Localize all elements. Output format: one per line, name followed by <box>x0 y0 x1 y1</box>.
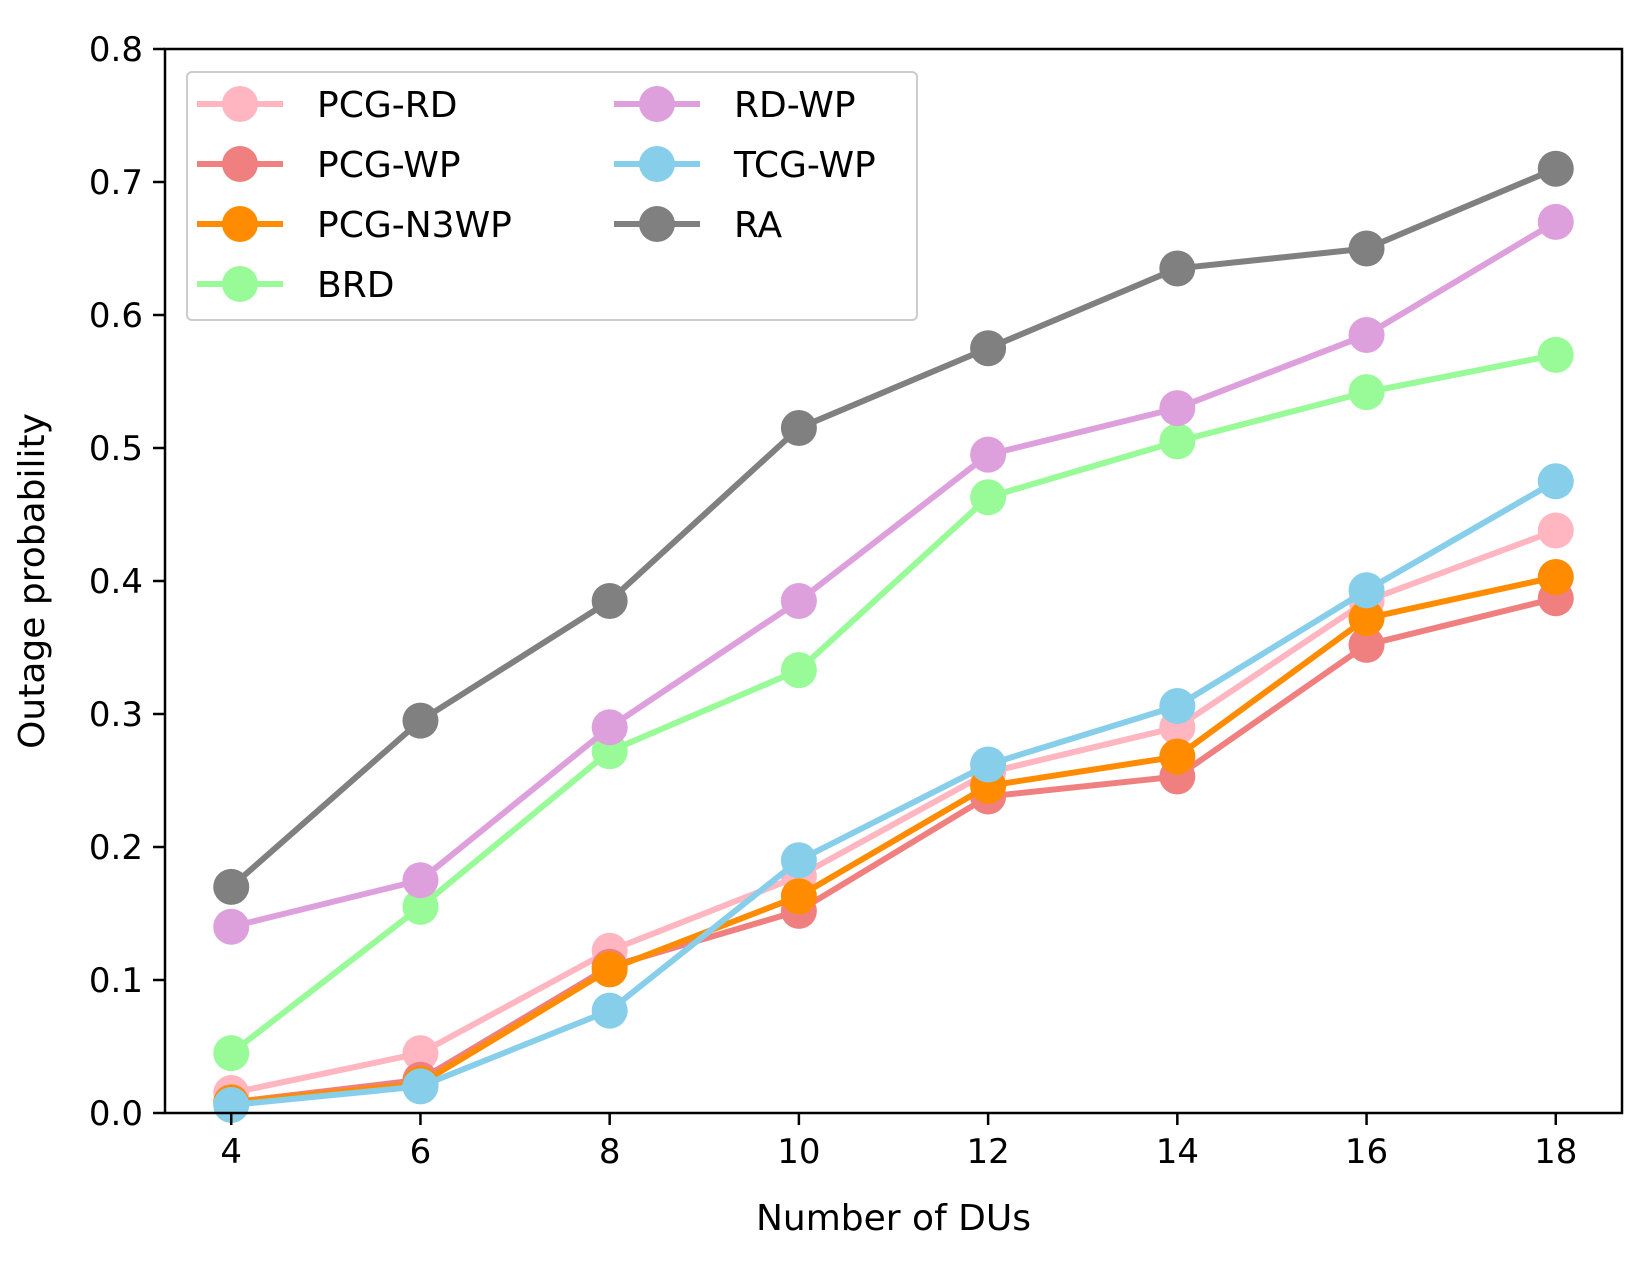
data-point-rd-wp <box>970 436 1007 473</box>
data-point-rd-wp <box>213 908 250 945</box>
x-tick-label: 6 <box>410 1132 432 1172</box>
legend-label: PCG-N3WP <box>317 205 512 246</box>
series-line-rd-wp <box>228 218 1559 930</box>
data-point-rd-wp <box>1159 390 1196 427</box>
legend-label: RD-WP <box>734 85 856 126</box>
data-point-ra <box>1537 150 1574 187</box>
legend-label: TCG-WP <box>733 145 876 186</box>
legend-box <box>186 71 918 321</box>
legend-item-ra: RA <box>614 205 783 246</box>
data-point-brd <box>213 1035 250 1072</box>
y-tick-label: 0.2 <box>89 828 143 868</box>
data-point-rd-wp <box>1537 203 1574 240</box>
data-point-rd-wp <box>1348 316 1385 353</box>
legend-marker <box>222 206 258 242</box>
series-line-pcg-n3wp <box>228 574 1559 1106</box>
data-point-tcg-wp <box>970 746 1007 783</box>
data-point-ra <box>1159 250 1196 287</box>
data-point-ra <box>591 582 628 619</box>
data-point-tcg-wp <box>591 992 628 1029</box>
data-point-pcg-n3wp <box>1348 600 1385 637</box>
data-point-pcg-n3wp <box>591 951 628 988</box>
y-tick-label: 0.8 <box>89 30 143 70</box>
x-tick-label: 18 <box>1534 1132 1577 1172</box>
data-point-brd <box>970 479 1007 516</box>
data-point-ra <box>402 702 439 739</box>
legend-marker <box>639 146 675 182</box>
y-tick-label: 0.6 <box>89 296 143 336</box>
legend-marker <box>222 86 258 122</box>
x-tick-label: 14 <box>1156 1132 1199 1172</box>
x-tick-label: 4 <box>220 1132 242 1172</box>
data-point-brd <box>780 652 817 689</box>
x-tick-label: 16 <box>1345 1132 1388 1172</box>
data-point-pcg-rd <box>1537 512 1574 549</box>
legend-item-pcg-wp: PCG-WP <box>197 145 461 186</box>
legend-label: RA <box>734 205 783 246</box>
series-rd-wp <box>213 203 1574 945</box>
legend-label: BRD <box>317 265 394 306</box>
legend-item-rd-wp: RD-WP <box>614 85 856 126</box>
y-tick-label: 0.7 <box>89 163 143 203</box>
series-ra <box>213 150 1574 905</box>
data-point-tcg-wp <box>1348 572 1385 609</box>
data-point-ra <box>213 868 250 905</box>
data-point-brd <box>1537 336 1574 373</box>
data-point-brd <box>402 888 439 925</box>
y-tick-label: 0.3 <box>89 695 143 735</box>
data-point-tcg-wp <box>780 842 817 879</box>
data-point-pcg-n3wp <box>1537 559 1574 596</box>
legend: PCG-RD PCG-WP PCG-N3WP BRD RD-WP TCG-WP RA <box>186 71 918 321</box>
data-point-pcg-rd <box>402 1035 439 1072</box>
data-point-ra <box>780 410 817 447</box>
data-point-brd <box>1348 374 1385 411</box>
legend-item-brd: BRD <box>197 265 394 306</box>
legend-marker <box>639 206 675 242</box>
y-axis-label: Outage probability <box>12 413 53 749</box>
legend-item-tcg-wp: TCG-WP <box>614 145 876 186</box>
data-point-tcg-wp <box>402 1068 439 1105</box>
x-tick-label: 12 <box>966 1132 1009 1172</box>
series-line-tcg-wp <box>228 478 1559 1109</box>
data-point-ra <box>1348 230 1385 267</box>
legend-item-pcg-n3wp: PCG-N3WP <box>197 205 512 246</box>
data-point-tcg-wp <box>1537 463 1574 500</box>
data-point-rd-wp <box>402 862 439 899</box>
legend-marker <box>222 146 258 182</box>
legend-label: PCG-WP <box>317 145 461 186</box>
series-line-brd <box>228 351 1559 1057</box>
data-point-ra <box>970 330 1007 367</box>
y-tick-label: 0.1 <box>89 961 143 1001</box>
data-point-pcg-wp <box>1348 626 1385 663</box>
series-line-pcg-wp <box>228 595 1559 1106</box>
axes-layer: 4 6 8 10 12 14 16 18 0.0 0.1 0.2 0.3 0.4 0.5 0.6 0.7 0.8 <box>89 30 1577 1172</box>
y-tick-label: 0.5 <box>89 429 143 469</box>
series-layer <box>213 150 1574 1124</box>
x-tick-label: 8 <box>599 1132 621 1172</box>
x-tick-label: 10 <box>777 1132 820 1172</box>
series-brd <box>213 336 1574 1072</box>
series-line-ra <box>228 165 1559 890</box>
data-point-rd-wp <box>780 582 817 619</box>
data-point-rd-wp <box>591 709 628 746</box>
x-axis-label: Number of DUs <box>756 1198 1031 1239</box>
y-tick-label: 0.0 <box>89 1094 143 1134</box>
legend-label: PCG-RD <box>317 85 457 126</box>
data-point-pcg-n3wp <box>1159 738 1196 775</box>
data-point-pcg-n3wp <box>780 878 817 915</box>
legend-item-pcg-rd: PCG-RD <box>197 85 457 126</box>
legend-marker <box>639 86 675 122</box>
legend-marker <box>222 266 258 302</box>
data-point-tcg-wp <box>1159 688 1196 725</box>
data-point-brd <box>1159 423 1196 460</box>
series-tcg-wp <box>213 463 1574 1124</box>
y-tick-label: 0.4 <box>89 562 143 602</box>
series-line-pcg-rd <box>228 527 1559 1097</box>
